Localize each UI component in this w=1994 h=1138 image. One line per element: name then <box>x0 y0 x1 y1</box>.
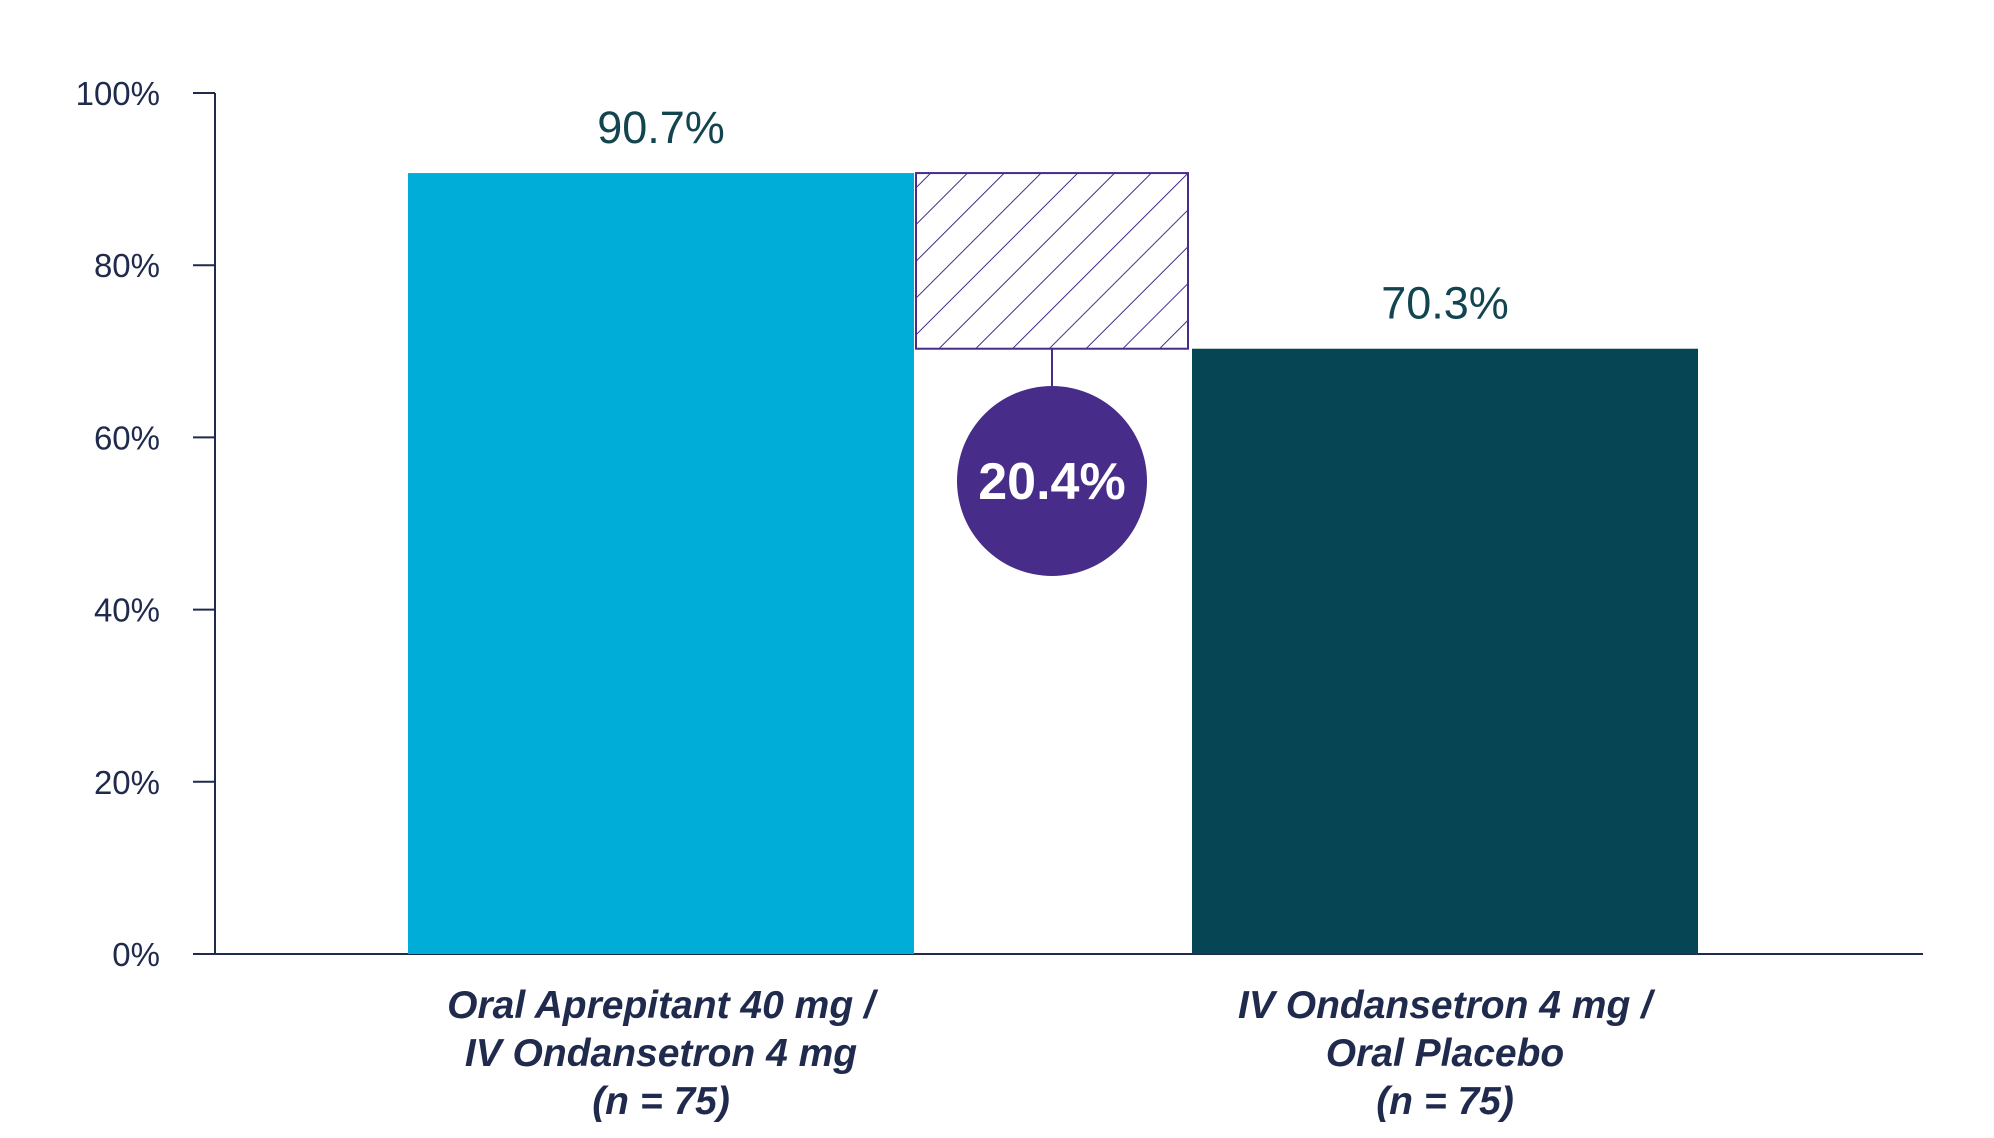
y-tick-label: 0% <box>112 936 160 973</box>
value-label: 70.3% <box>1381 278 1509 329</box>
category-label-line: Oral Aprepitant 40 mg / <box>447 984 879 1027</box>
labels: 90.7% 70.3% Oral Aprepitant 40 mg / IV Onda… <box>447 102 1656 1123</box>
difference-hatch <box>915 172 1189 350</box>
bar <box>1192 348 1698 954</box>
value-label: 90.7% <box>597 102 725 153</box>
bar <box>408 173 914 954</box>
category-label-line: IV Ondansetron 4 mg / <box>1238 984 1656 1027</box>
bars <box>408 173 1698 954</box>
category-label-line: (n = 75) <box>592 1080 730 1123</box>
y-tick-label: 20% <box>94 764 160 801</box>
y-tick-label: 40% <box>94 592 160 629</box>
category-label: IV Ondansetron 4 mg / Oral Placebo (n = 75… <box>1238 984 1656 1123</box>
category-label-line: IV Ondansetron 4 mg <box>465 1032 857 1075</box>
y-tick-label: 100% <box>76 75 160 112</box>
category-label-line: (n = 75) <box>1376 1080 1514 1123</box>
difference-annotation: 20.4% <box>915 172 1189 576</box>
y-tick-label: 60% <box>94 419 160 456</box>
difference-bubble <box>957 386 1147 576</box>
category-label-line: Oral Placebo <box>1326 1032 1564 1075</box>
category-label: Oral Aprepitant 40 mg / IV Ondansetron 4 … <box>447 984 879 1123</box>
axes: 0% 20% 40% 60% 80% 100% <box>76 75 1923 973</box>
difference-label: 20.4% <box>978 453 1125 511</box>
y-tick-label: 80% <box>94 247 160 284</box>
